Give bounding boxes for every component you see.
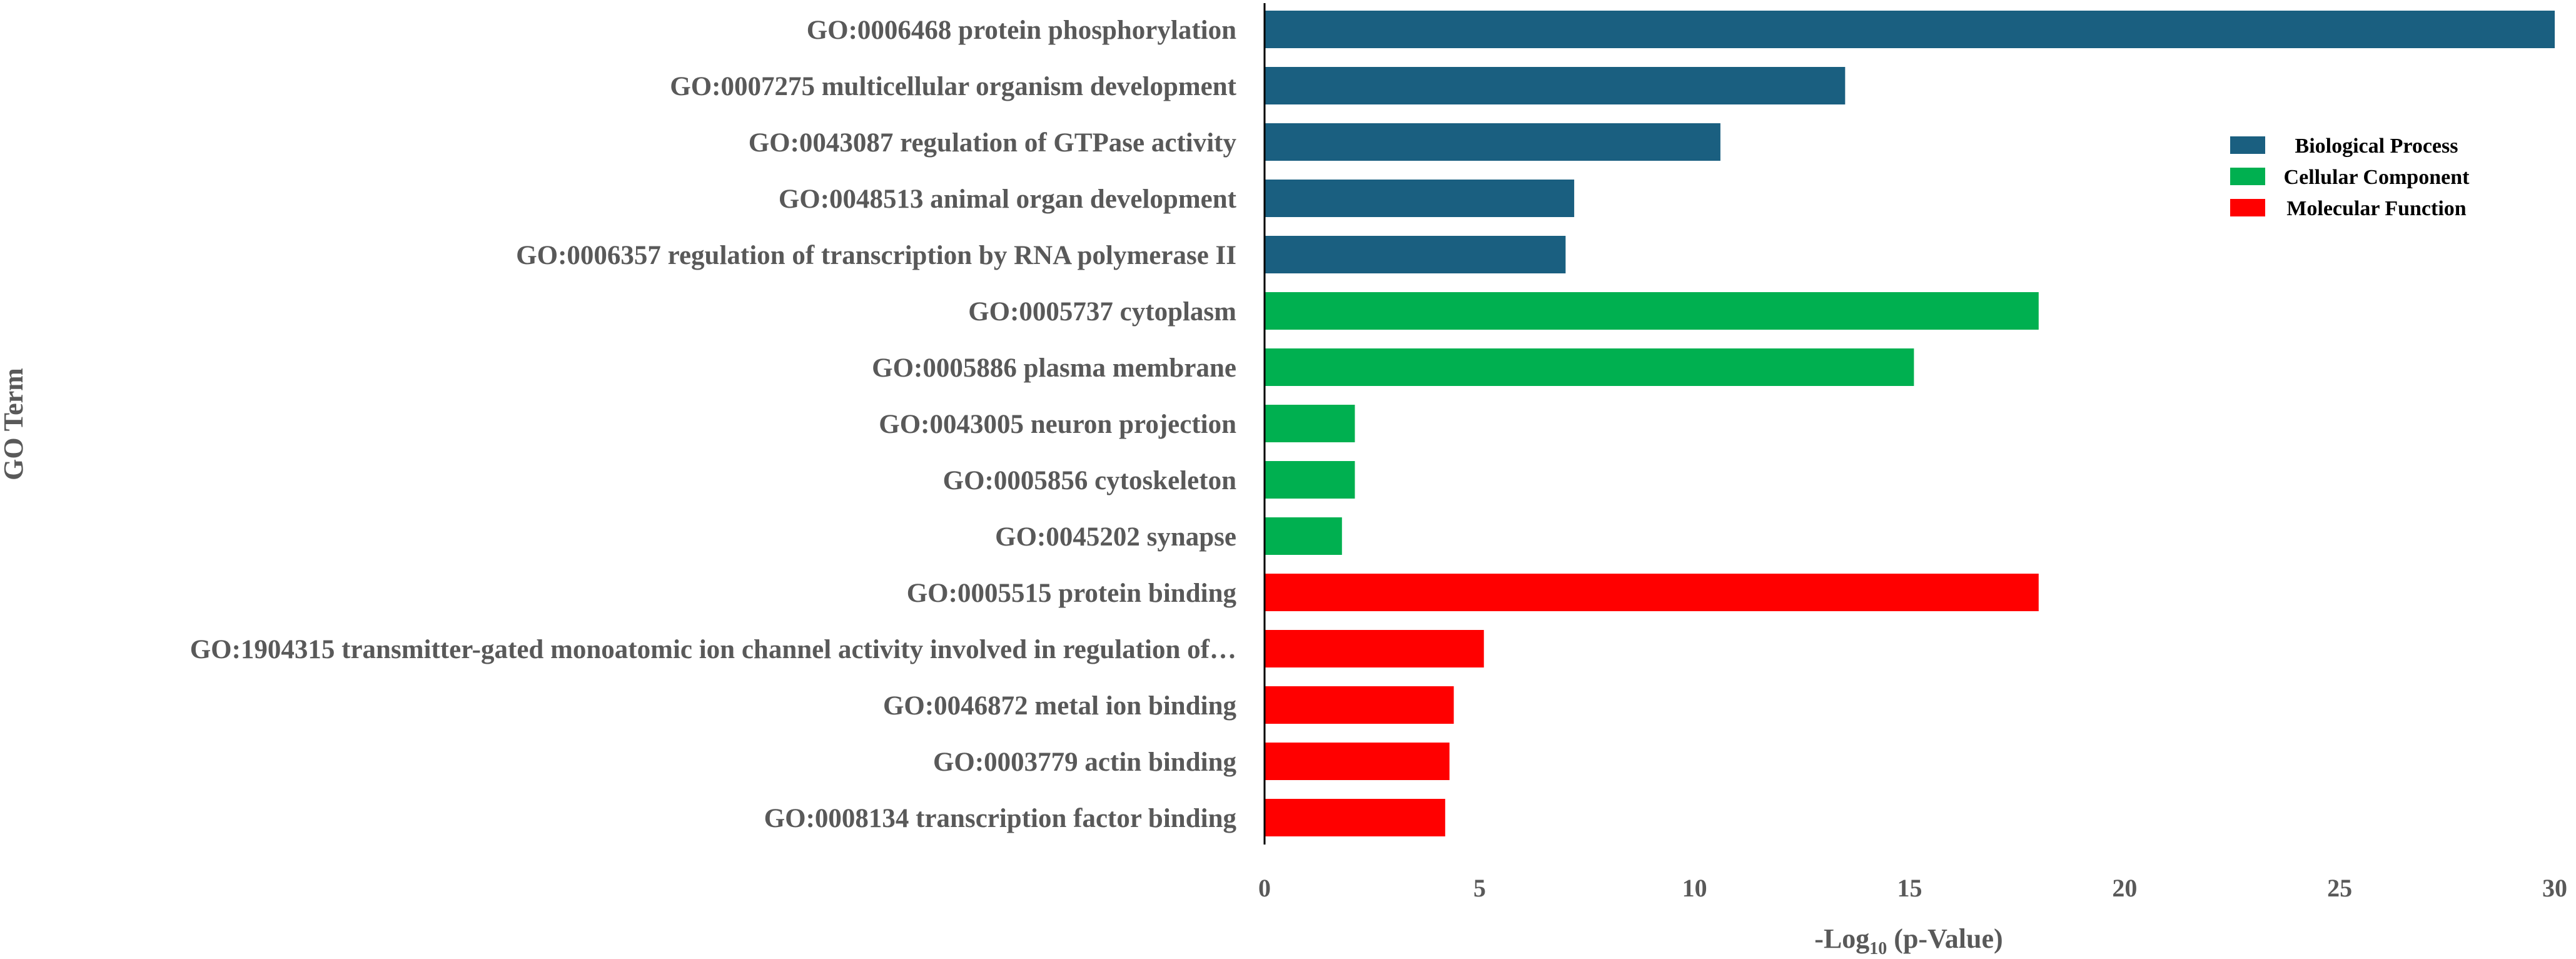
legend-label-3: Molecular Function: [2286, 197, 2466, 220]
term-label-6: GO:0005737 cytoplasm: [968, 297, 1236, 327]
legend: Biological Process Cellular Component Mole…: [2230, 134, 2470, 220]
legend-label-1: Biological Process: [2295, 134, 2458, 158]
x-tick-label-0: 0: [1258, 874, 1271, 902]
x-tick-label-30: 30: [2542, 874, 2567, 902]
term-label-15: GO:0008134 transcription factor binding: [764, 804, 1237, 833]
x-tick-labels-group: 0 5 10 15 20 25 30: [1258, 874, 2567, 902]
x-axis-title-rest: (p-Value): [1887, 923, 2003, 954]
bar-11: [1265, 574, 2039, 611]
x-tick-label-5: 5: [1473, 874, 1486, 902]
term-label-11: GO:0005515 protein binding: [907, 579, 1237, 608]
legend-swatch-2: [2230, 168, 2265, 185]
bar-14: [1265, 743, 1450, 780]
bar-1: [1265, 11, 2555, 48]
legend-label-2: Cellular Component: [2284, 166, 2470, 189]
bar-3: [1265, 123, 1720, 161]
term-label-14: GO:0003779 actin binding: [933, 748, 1237, 777]
x-axis-title-main: -Log: [1814, 923, 1869, 954]
x-tick-label-20: 20: [2112, 874, 2137, 902]
term-label-5: GO:0006357 regulation of transcription b…: [516, 241, 1236, 270]
term-label-12: GO:1904315 transmitter-gated monoatomic …: [190, 635, 1236, 664]
bar-10: [1265, 517, 1342, 555]
term-label-9: GO:0005856 cytoskeleton: [943, 466, 1236, 495]
bar-13: [1265, 686, 1454, 724]
x-tick-label-25: 25: [2327, 874, 2352, 902]
bar-9: [1265, 461, 1355, 499]
legend-swatch-1: [2230, 136, 2265, 154]
x-axis-title-subscript: 10: [1869, 939, 1887, 958]
bar-15: [1265, 799, 1445, 836]
term-label-13: GO:0046872 metal ion binding: [883, 691, 1237, 721]
term-label-1: GO:0006468 protein phosphorylation: [807, 16, 1236, 45]
x-tick-label-15: 15: [1897, 874, 1922, 902]
term-label-3: GO:0043087 regulation of GTPase activity: [749, 128, 1237, 158]
bar-7: [1265, 348, 1914, 386]
term-label-2: GO:0007275 multicellular organism develo…: [670, 72, 1236, 101]
x-tick-label-10: 10: [1682, 874, 1707, 902]
term-label-7: GO:0005886 plasma membrane: [872, 353, 1236, 383]
bar-6: [1265, 292, 2039, 330]
term-label-4: GO:0048513 animal organ development: [779, 185, 1237, 214]
term-labels-group: GO:0006468 protein phosphorylation GO:000…: [190, 16, 1237, 833]
y-axis-title: GO Term: [0, 368, 29, 480]
bar-12: [1265, 630, 1484, 667]
bar-2: [1265, 67, 1846, 104]
bar-8: [1265, 405, 1355, 442]
term-label-10: GO:0045202 synapse: [995, 522, 1236, 552]
term-label-8: GO:0043005 neuron projection: [879, 410, 1236, 439]
x-axis-title: -Log10 (p-Value): [1814, 923, 2003, 958]
bars-group: [1265, 11, 2555, 836]
legend-swatch-3: [2230, 199, 2265, 216]
bar-5: [1265, 236, 1566, 273]
bar-4: [1265, 180, 1575, 217]
